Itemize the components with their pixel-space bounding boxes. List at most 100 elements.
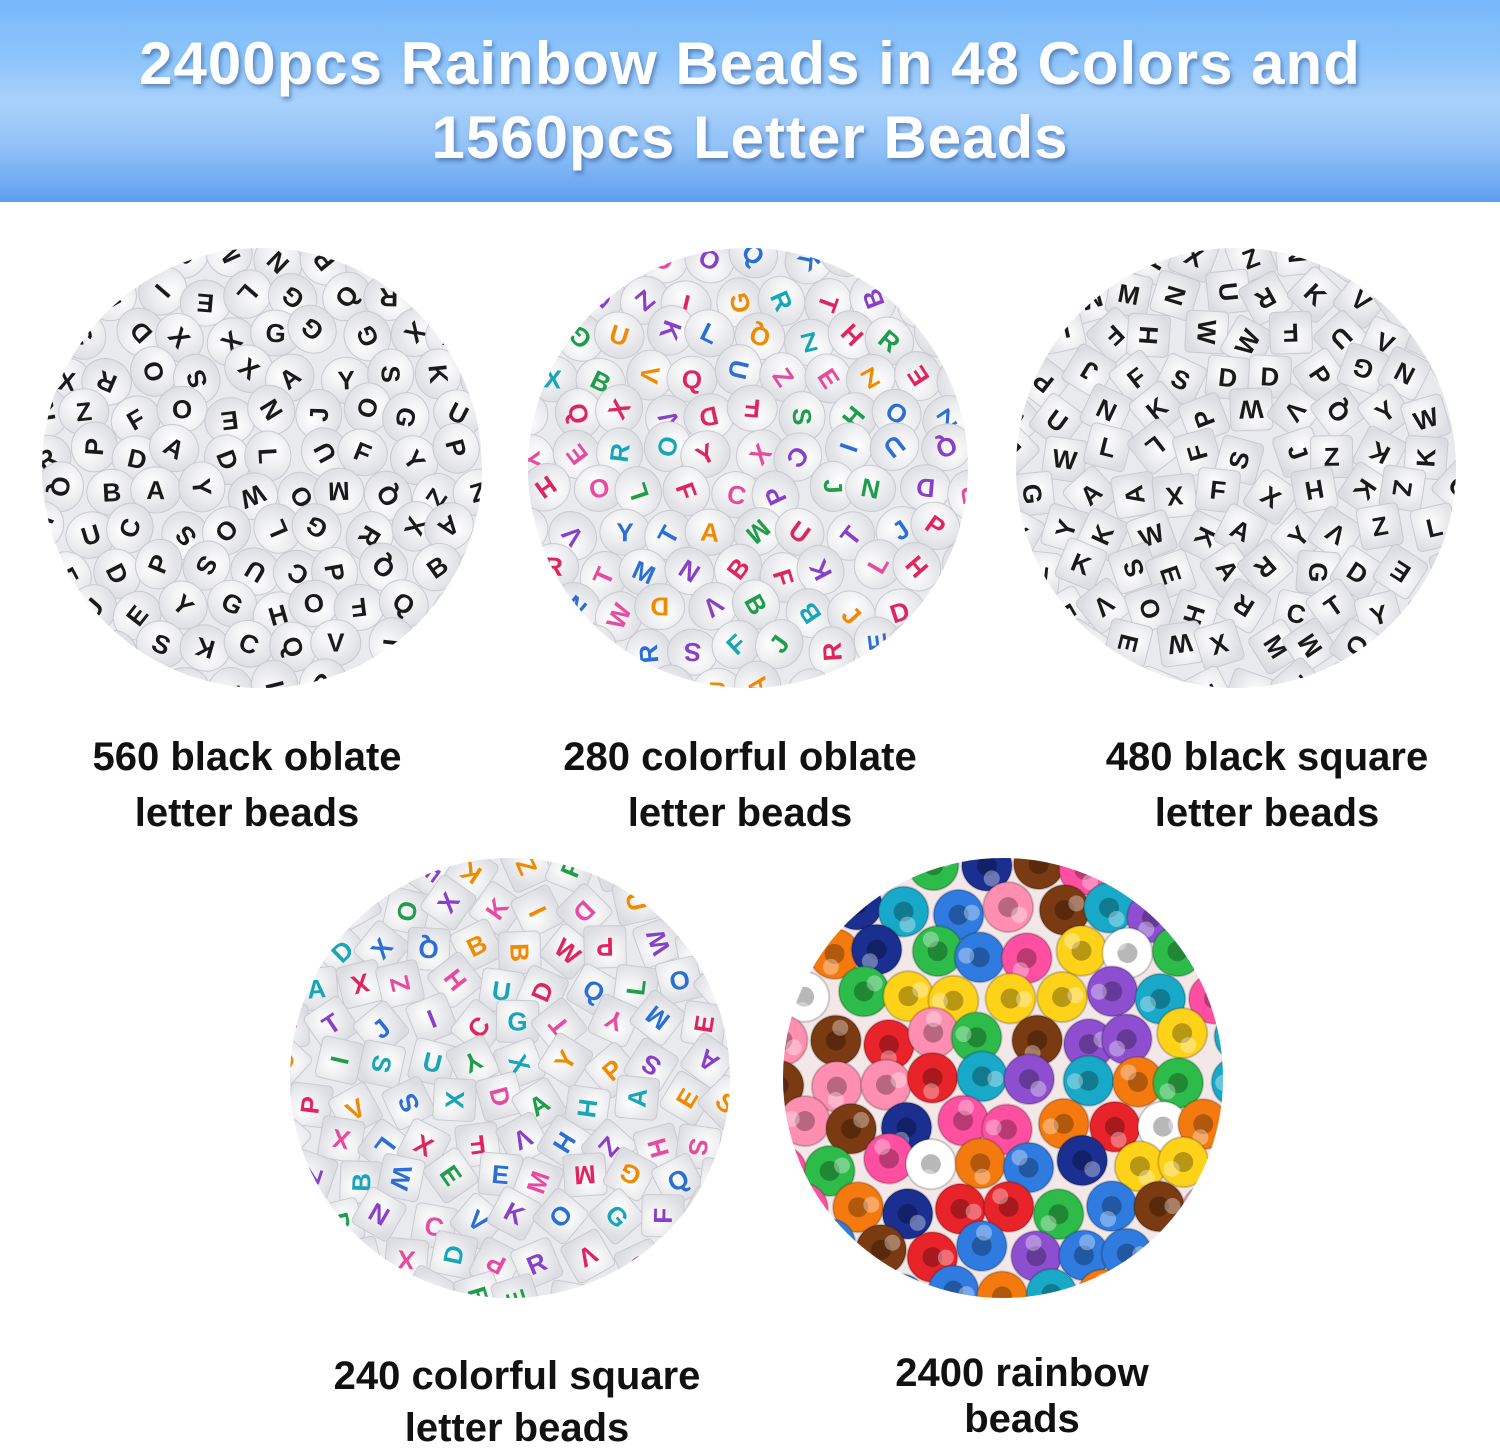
svg-text:S: S [683, 637, 702, 668]
svg-text:V: V [352, 675, 386, 688]
svg-text:O: O [172, 394, 193, 424]
svg-text:L: L [1051, 313, 1073, 346]
svg-text:Y: Y [616, 517, 634, 547]
svg-text:G: G [507, 1006, 528, 1036]
caption-line: letter beads [277, 1402, 757, 1454]
svg-text:W: W [1411, 248, 1442, 271]
svg-text:M: M [328, 476, 351, 507]
svg-text:V: V [690, 1198, 725, 1228]
svg-text:E: E [1026, 633, 1060, 665]
caption-line: letter beads [7, 785, 487, 841]
svg-text:E: E [195, 287, 215, 318]
svg-text:G: G [1016, 482, 1048, 505]
svg-text:R: R [833, 675, 868, 688]
svg-text:F: F [1282, 317, 1299, 348]
caption-black-square: 480 black square letter beads [1027, 729, 1500, 841]
svg-text:W: W [290, 1194, 308, 1233]
svg-text:T: T [74, 248, 108, 273]
svg-text:E: E [642, 858, 671, 884]
caption-line: 2400 rainbow [782, 1350, 1262, 1396]
banner-header: 2400pcs Rainbow Beads in 48 Colors and 1… [0, 0, 1500, 202]
svg-text:J: J [670, 891, 700, 924]
svg-text:Z: Z [552, 670, 586, 688]
svg-text:J: J [304, 407, 334, 423]
banner-title-line-1: 2400pcs Rainbow Beads in 48 Colors and [139, 27, 1361, 101]
svg-text:S: S [1016, 325, 1028, 359]
svg-text:Q: Q [418, 934, 440, 965]
svg-text:T: T [1402, 632, 1421, 663]
svg-text:Q: Q [44, 475, 77, 499]
svg-text:N: N [439, 603, 471, 626]
svg-text:H: H [54, 285, 82, 320]
svg-text:A: A [699, 516, 721, 548]
svg-text:P: P [294, 1095, 326, 1116]
svg-text:A: A [306, 973, 328, 1005]
svg-text:P: P [79, 437, 110, 456]
svg-text:F: F [1328, 673, 1358, 688]
svg-text:Z: Z [52, 631, 84, 664]
svg-text:U: U [369, 1288, 404, 1298]
caption-line: 240 colorful square [277, 1350, 757, 1402]
svg-text:K: K [422, 363, 454, 385]
svg-text:O: O [904, 287, 940, 321]
svg-text:W: W [118, 673, 148, 688]
svg-text:C: C [532, 636, 567, 669]
svg-text:Y: Y [1016, 597, 1022, 630]
rainbow-pony-beads-photo [783, 858, 1223, 1298]
svg-text:W: W [1238, 394, 1264, 425]
svg-text:Q: Q [466, 359, 482, 393]
caption-colorful-square: 240 colorful square letter beads [277, 1350, 757, 1454]
svg-text:F: F [1208, 474, 1227, 505]
svg-text:X: X [442, 321, 461, 351]
svg-text:N: N [1281, 248, 1313, 265]
svg-text:R: R [465, 556, 482, 582]
svg-text:H: H [1133, 325, 1164, 346]
caption-line: letter beads [1027, 785, 1500, 841]
svg-text:M: M [573, 1159, 597, 1190]
svg-text:F: F [98, 280, 126, 314]
svg-text:W: W [1050, 443, 1079, 476]
caption-line: 280 colorful oblate [500, 729, 980, 785]
svg-text:P: P [794, 683, 826, 688]
svg-text:C: C [874, 248, 907, 278]
svg-text:Q: Q [370, 858, 403, 884]
svg-text:S: S [1143, 675, 1170, 688]
svg-text:X: X [715, 894, 730, 929]
svg-text:Q: Q [120, 248, 156, 274]
svg-text:F: F [743, 393, 761, 424]
svg-text:K: K [1410, 447, 1441, 468]
svg-text:A: A [1431, 639, 1456, 663]
svg-text:L: L [252, 447, 283, 465]
svg-text:R: R [604, 441, 636, 464]
svg-text:E: E [861, 632, 893, 653]
svg-text:N: N [930, 597, 964, 632]
svg-text:T: T [535, 276, 566, 309]
svg-text:L: L [469, 629, 482, 660]
svg-text:T: T [42, 675, 51, 688]
svg-text:I: I [600, 1296, 630, 1298]
svg-text:V: V [684, 858, 719, 883]
svg-text:A: A [1439, 279, 1456, 314]
svg-text:V: V [346, 1244, 371, 1277]
svg-text:R: R [633, 643, 665, 665]
svg-text:W: W [172, 675, 198, 688]
svg-text:F: F [290, 924, 295, 956]
svg-text:Z: Z [1023, 563, 1055, 582]
svg-text:F: F [648, 1208, 678, 1224]
svg-text:Q: Q [681, 364, 703, 395]
svg-text:A: A [146, 475, 166, 505]
svg-text:I: I [69, 684, 100, 688]
svg-text:J: J [557, 251, 587, 265]
caption-line: 480 black square [1027, 729, 1500, 785]
svg-text:R: R [1016, 680, 1037, 688]
svg-text:P: P [98, 643, 131, 667]
svg-text:F: F [930, 248, 964, 267]
svg-text:B: B [1410, 680, 1442, 688]
svg-text:B: B [102, 477, 122, 508]
svg-text:V: V [578, 631, 606, 666]
svg-text:B: B [504, 943, 535, 963]
svg-text:H: H [603, 248, 637, 268]
svg-text:X: X [290, 1285, 303, 1298]
svg-text:T: T [528, 322, 543, 354]
